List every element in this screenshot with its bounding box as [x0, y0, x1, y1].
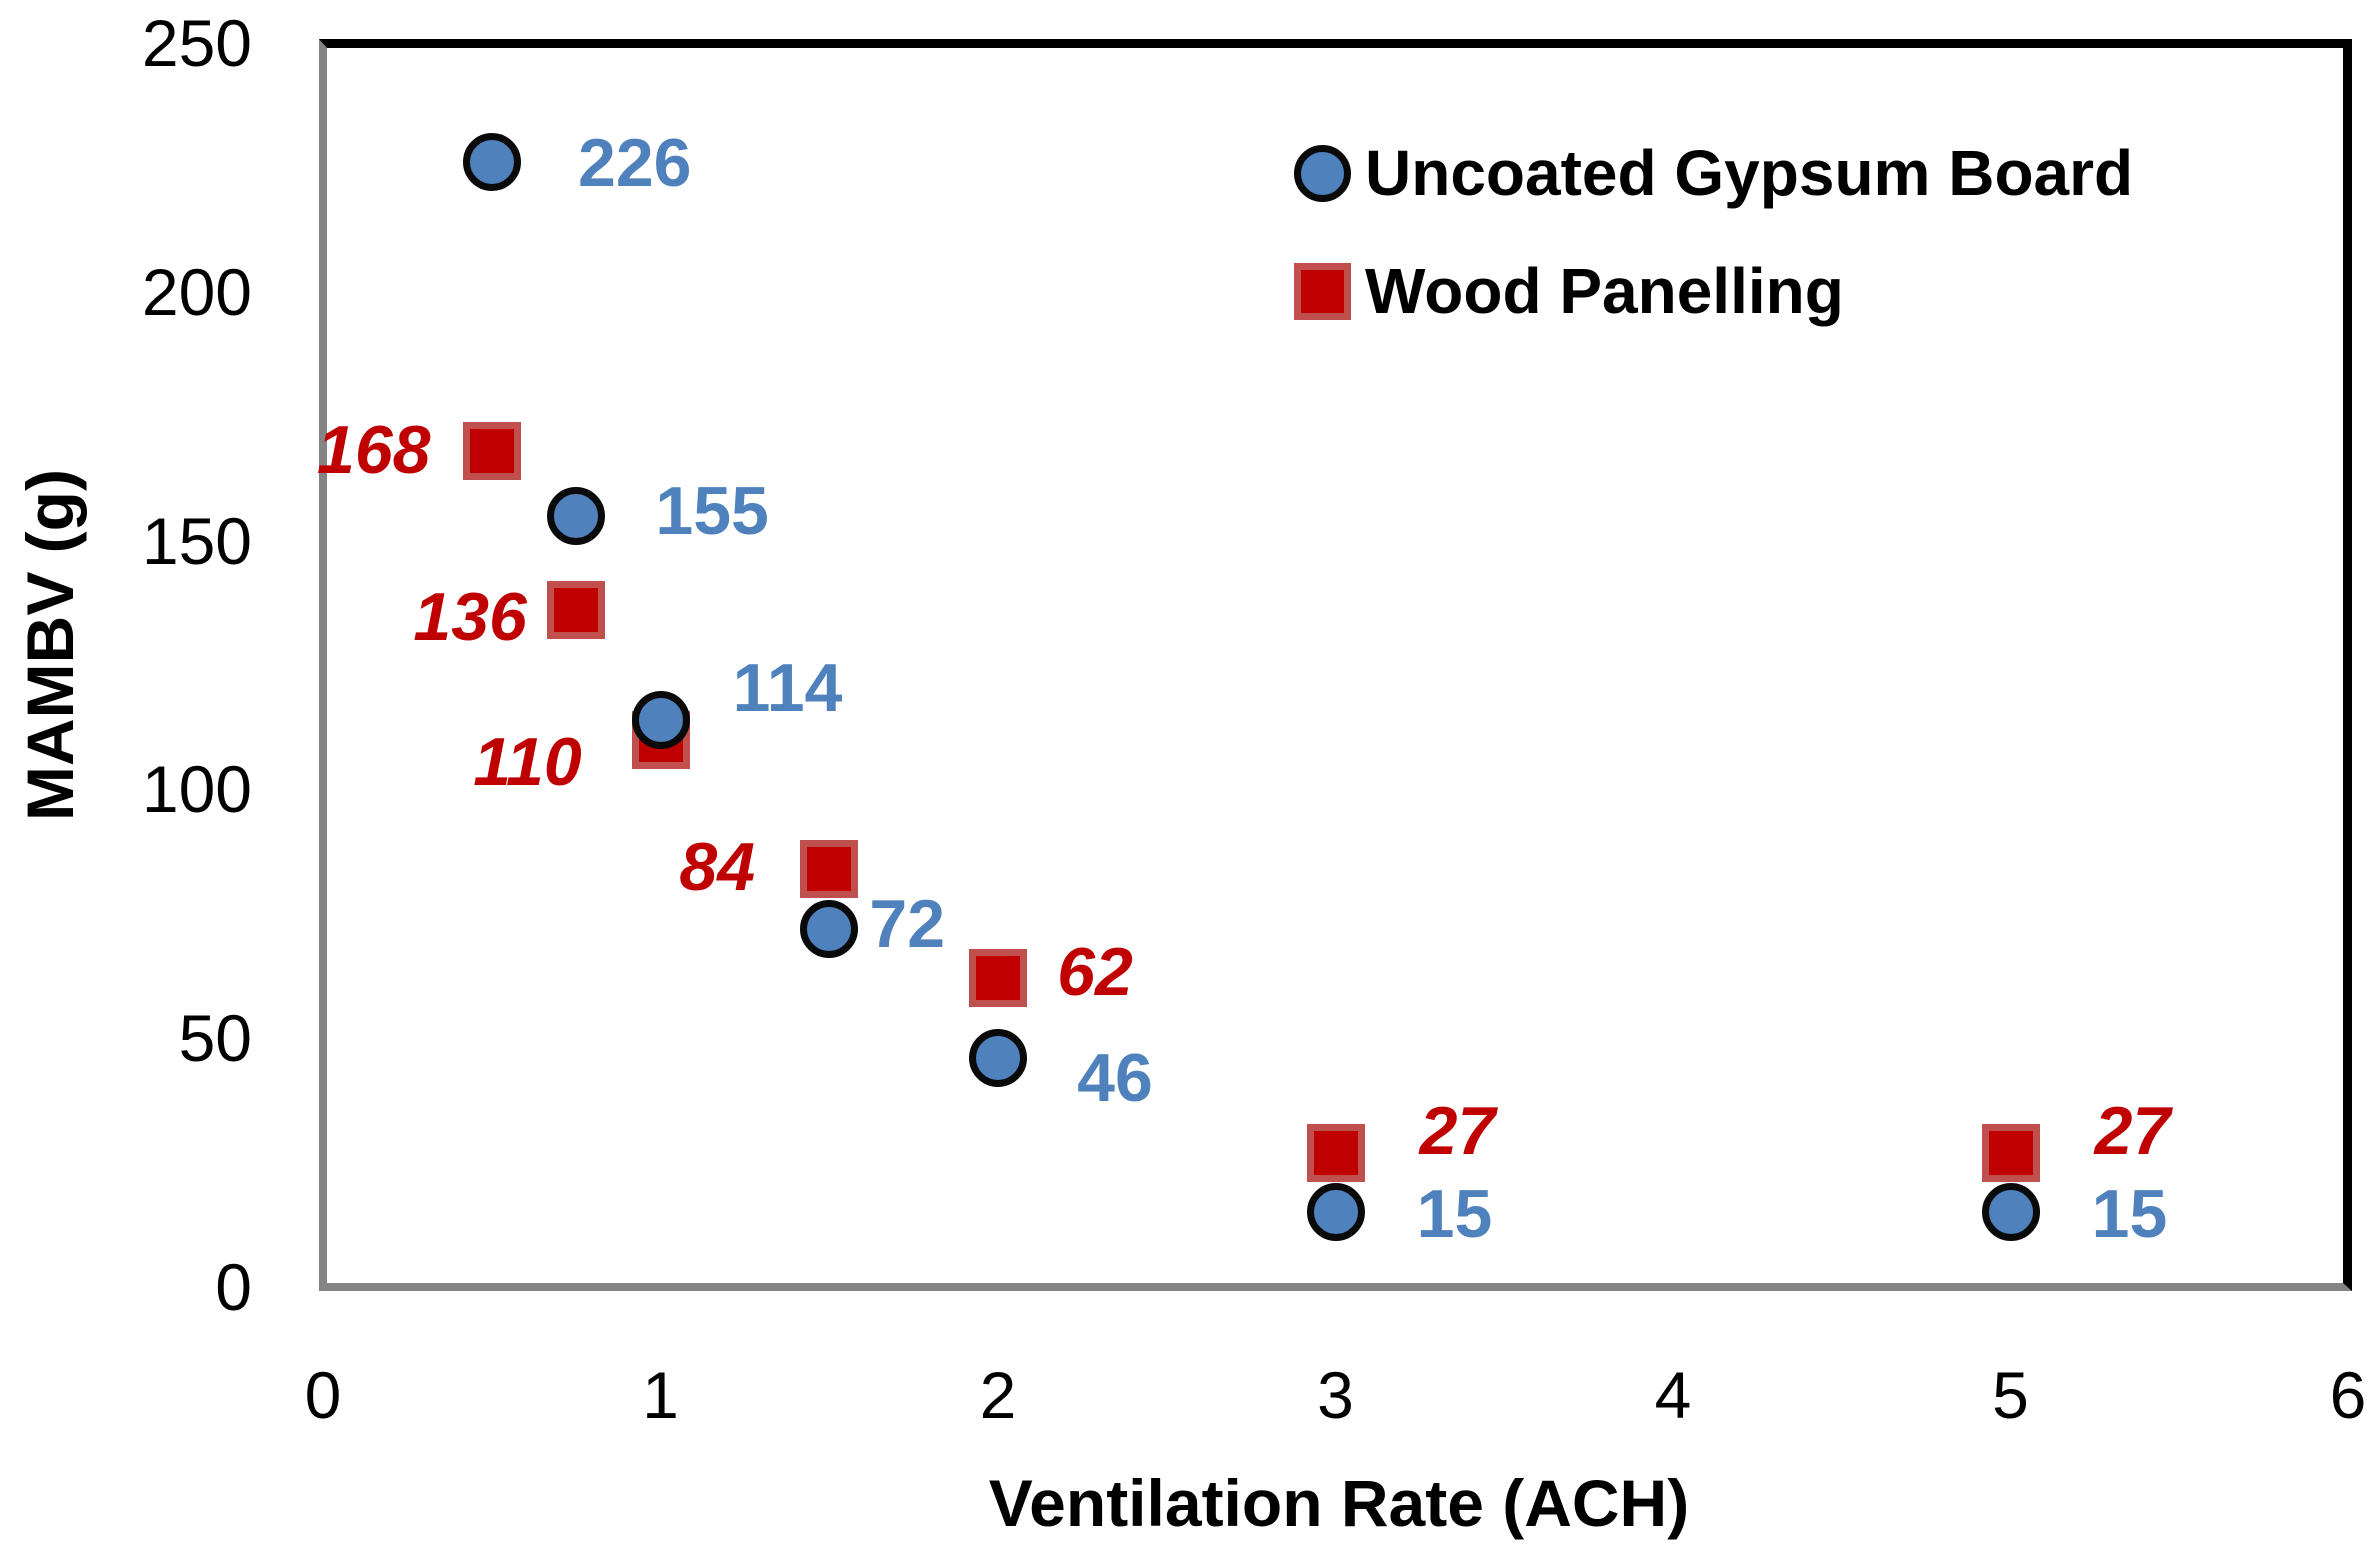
x-tick-label: 1: [642, 1358, 679, 1432]
data-point-wood-panelling: [1981, 1123, 2040, 1182]
data-label-wood-panelling: 168: [317, 412, 431, 489]
data-point-wood-panelling: [969, 949, 1027, 1008]
data-label-wood-panelling: 27: [1419, 1092, 1496, 1169]
circle-marker-icon: [1294, 144, 1351, 202]
x-tick-label: 0: [304, 1358, 342, 1432]
data-label-wood-panelling: 62: [1057, 934, 1133, 1011]
x-tick-label: 4: [1654, 1358, 1692, 1432]
data-label-wood-panelling: 27: [2094, 1092, 2171, 1169]
data-label-wood-panelling: 110: [473, 723, 582, 800]
x-tick-label: 3: [1317, 1358, 1354, 1432]
x-tick-label: 5: [1992, 1358, 2029, 1432]
data-label-uncoated-gypsum-board: 226: [578, 125, 692, 202]
data-point-wood-panelling: [800, 840, 859, 899]
y-tick-label: 150: [141, 503, 252, 578]
data-label-wood-panelling: 136: [413, 579, 527, 656]
y-tick-label: 200: [141, 254, 252, 329]
data-label-uncoated-gypsum-board: 114: [732, 649, 843, 726]
x-tick-label: 6: [2329, 1358, 2367, 1432]
data-point-uncoated-gypsum-board: [631, 690, 690, 749]
data-point-wood-panelling: [1306, 1123, 1365, 1182]
data-label-uncoated-gypsum-board: 72: [869, 885, 946, 962]
data-point-uncoated-gypsum-board: [800, 899, 859, 958]
legend-entry-uncoated-gypsum-board: Uncoated Gypsum Board: [1294, 137, 2133, 209]
data-label-uncoated-gypsum-board: 15: [1416, 1176, 1493, 1253]
legend: Uncoated Gypsum Board Wood Panelling: [1294, 137, 2133, 379]
data-point-uncoated-gypsum-board: [1306, 1183, 1365, 1242]
y-tick-label: 50: [178, 1001, 252, 1076]
x-tick-label: 2: [979, 1358, 1017, 1432]
data-point-wood-panelling: [462, 422, 521, 481]
legend-label: Uncoated Gypsum Board: [1365, 137, 2134, 209]
data-point-uncoated-gypsum-board: [969, 1029, 1027, 1088]
data-label-uncoated-gypsum-board: 46: [1077, 1040, 1153, 1117]
data-point-uncoated-gypsum-board: [462, 133, 521, 192]
data-point-wood-panelling: [547, 581, 606, 640]
x-axis-title: Ventilation Rate (ACH): [988, 1466, 1690, 1540]
plot-area: [319, 39, 2352, 1291]
data-label-wood-panelling: 84: [679, 829, 756, 906]
y-tick-label: 0: [215, 1250, 252, 1324]
data-label-uncoated-gypsum-board: 155: [655, 472, 769, 549]
y-tick-label: 100: [141, 752, 252, 827]
data-label-uncoated-gypsum-board: 15: [2091, 1176, 2168, 1253]
square-marker-icon: [1294, 262, 1351, 320]
data-point-uncoated-gypsum-board: [1981, 1183, 2040, 1242]
data-point-uncoated-gypsum-board: [547, 486, 606, 545]
legend-entry-wood-panelling: Wood Panelling: [1294, 255, 2133, 327]
y-tick-label: 250: [141, 6, 252, 80]
legend-label: Wood Panelling: [1365, 255, 1844, 327]
